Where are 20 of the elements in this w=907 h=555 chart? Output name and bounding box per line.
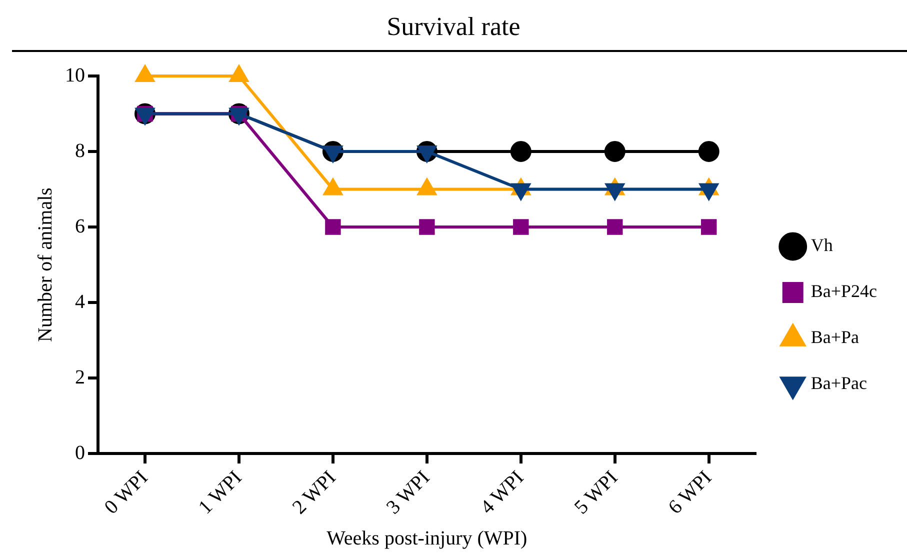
y-tick-label: 8 [75,140,85,162]
x-tick-label: 4 WPI [476,466,528,519]
x-axis-title: Weeks post-injury (WPI) [326,527,528,550]
x-tick-label: 3 WPI [382,466,434,519]
x-tick-label: 1 WPI [194,466,246,519]
x-tick-label: 5 WPI [570,466,622,519]
legend-label: Vh [810,235,833,256]
y-tick-label: 6 [75,215,85,238]
x-tick-label: 2 WPI [288,466,340,519]
chart-title: Survival rate [386,12,522,42]
legend-label: Ba+P24c [810,281,878,302]
legend-label: Ba+Pa [810,327,860,348]
y-axis-title: Number of animals [34,187,56,342]
y-tick-label: 10 [65,64,85,86]
legend-label: Ba+Pac [810,373,867,394]
x-tick-label: 6 WPI [664,466,716,519]
x-tick-label: 0 WPI [100,466,152,519]
y-tick-label: 4 [75,290,85,313]
y-tick-label: 0 [75,442,85,464]
y-tick-label: 2 [75,366,85,388]
